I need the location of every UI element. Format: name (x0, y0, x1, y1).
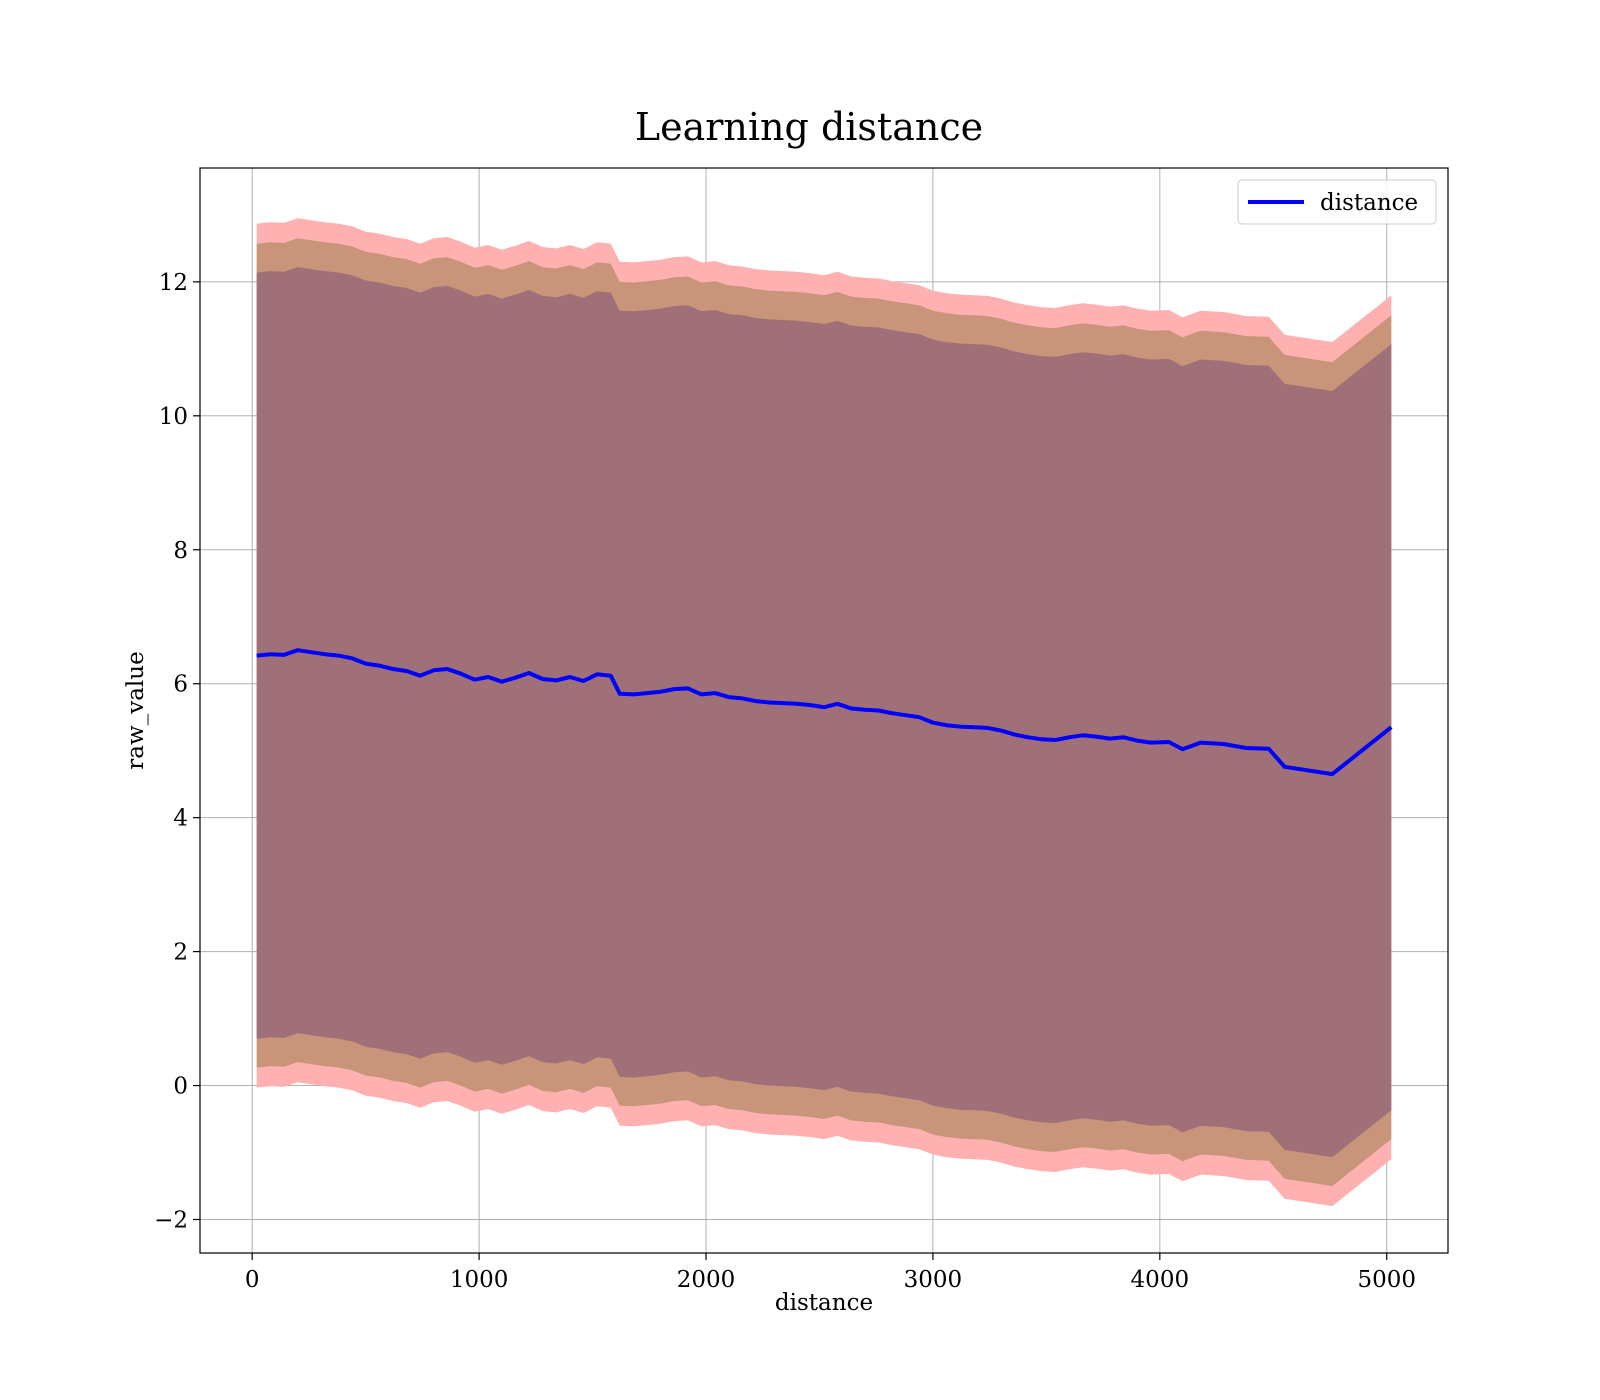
y-tick-label-1: 0 (173, 1074, 188, 1100)
y-tick-label-3: 4 (173, 806, 188, 832)
plot-frame (199, 167, 1449, 1254)
y-tick-label-4: 6 (173, 672, 188, 698)
x-axis-label: distance (775, 1290, 873, 1316)
series-line-distance (256, 648, 1393, 777)
y-tick-label-2: 2 (173, 940, 188, 966)
legend-entry-distance: distance (1320, 190, 1418, 216)
y-axis-label: raw_value (123, 651, 149, 769)
ticks: 0 1000 2000 3000 4000 5000 −2 0 2 4 6 8 10 12 (154, 270, 1416, 1293)
band-inner (256, 267, 1392, 1158)
bands (256, 218, 1392, 1207)
chart-title: Learning distance (635, 105, 983, 149)
legend-box (1237, 179, 1437, 225)
x-tick-label-5: 5000 (1357, 1267, 1416, 1293)
x-tick-label-2: 2000 (677, 1267, 736, 1293)
y-tick-label-6: 10 (159, 404, 188, 430)
legend: distance (1237, 179, 1437, 225)
x-tick-label-3: 3000 (904, 1267, 963, 1293)
series-lines (256, 648, 1393, 777)
y-tick-label-5: 8 (173, 538, 188, 564)
x-tick-label-0: 0 (245, 1267, 260, 1293)
y-tick-label-7: 12 (159, 270, 188, 296)
x-tick-label-4: 4000 (1131, 1267, 1190, 1293)
x-tick-label-1: 1000 (450, 1267, 509, 1293)
y-tick-label-0: −2 (154, 1208, 188, 1234)
